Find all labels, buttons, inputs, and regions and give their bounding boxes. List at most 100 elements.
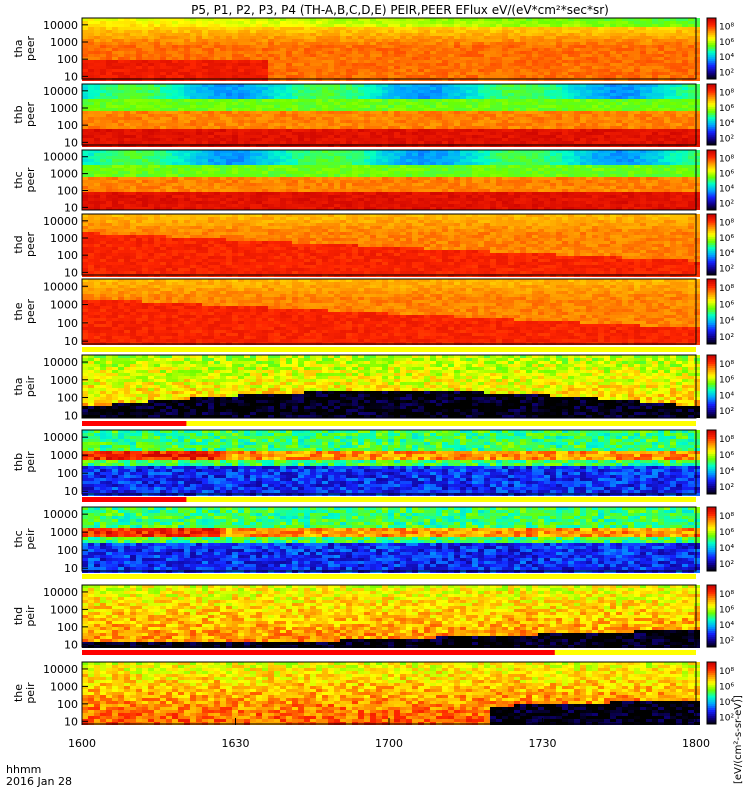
heatmap-cell: [214, 138, 220, 141]
heatmap-cell: [616, 129, 622, 132]
heatmap-cell: [238, 153, 244, 156]
heatmap-cell: [334, 72, 340, 75]
heatmap-cell: [682, 45, 688, 48]
heatmap-cell: [220, 30, 226, 33]
heatmap-cell: [82, 162, 88, 165]
heatmap-cell: [82, 114, 88, 117]
heatmap-cell: [340, 18, 346, 21]
heatmap-cell: [670, 132, 676, 135]
heatmap-cell: [556, 123, 562, 126]
heatmap-cell: [358, 69, 364, 72]
heatmap-cell: [250, 195, 256, 198]
heatmap-cell: [664, 66, 670, 69]
heatmap-cell: [274, 123, 280, 126]
heatmap-cell: [250, 33, 256, 36]
heatmap-cell: [640, 102, 646, 105]
heatmap-cell: [676, 18, 682, 21]
heatmap-cell: [430, 141, 436, 144]
heatmap-cell: [112, 102, 118, 105]
heatmap-cell: [442, 63, 448, 66]
heatmap-cell: [544, 51, 550, 54]
heatmap-cell: [502, 30, 508, 33]
heatmap-cell: [628, 60, 634, 63]
heatmap-cell: [670, 102, 676, 105]
heatmap-cell: [508, 120, 514, 123]
heatmap-cell: [286, 21, 292, 24]
heatmap-cell: [166, 42, 172, 45]
heatmap-cell: [118, 156, 124, 159]
heatmap-cell: [544, 21, 550, 24]
heatmap-cell: [166, 105, 172, 108]
heatmap-cell: [406, 42, 412, 45]
heatmap-cell: [160, 102, 166, 105]
heatmap-cell: [418, 123, 424, 126]
heatmap-cell: [370, 69, 376, 72]
heatmap-cell: [466, 96, 472, 99]
heatmap-cell: [478, 60, 484, 63]
heatmap-cell: [490, 69, 496, 72]
heatmap-cell: [106, 69, 112, 72]
heatmap-cell: [304, 129, 310, 132]
heatmap-cell: [322, 87, 328, 90]
heatmap-cell: [436, 141, 442, 144]
heatmap-cell: [538, 42, 544, 45]
heatmap-cell: [334, 42, 340, 45]
heatmap-cell: [514, 114, 520, 117]
heatmap-cell: [148, 45, 154, 48]
heatmap-cell: [562, 21, 568, 24]
heatmap-cell: [172, 102, 178, 105]
heatmap-cell: [190, 165, 196, 168]
heatmap-cell: [574, 18, 580, 21]
heatmap-cell: [118, 102, 124, 105]
heatmap-cell: [472, 42, 478, 45]
heatmap-cell: [250, 177, 256, 180]
heatmap-cell: [316, 114, 322, 117]
heatmap-cell: [274, 90, 280, 93]
heatmap-cell: [298, 57, 304, 60]
heatmap-cell: [568, 141, 574, 144]
heatmap-cell: [286, 30, 292, 33]
heatmap-cell: [106, 90, 112, 93]
heatmap-cell: [208, 207, 214, 210]
heatmap-cell: [166, 18, 172, 21]
heatmap-cell: [286, 99, 292, 102]
heatmap-cell: [124, 168, 130, 171]
heatmap-cell: [346, 75, 352, 78]
heatmap-cell: [202, 177, 208, 180]
heatmap-cell: [526, 117, 532, 120]
heatmap-cell: [82, 195, 88, 198]
heatmap-cell: [196, 204, 202, 207]
heatmap-cell: [148, 123, 154, 126]
heatmap-cell: [568, 123, 574, 126]
heatmap-cell: [484, 75, 490, 78]
heatmap-cell: [472, 45, 478, 48]
heatmap-cell: [520, 108, 526, 111]
heatmap-cell: [202, 153, 208, 156]
heatmap-cell: [232, 72, 238, 75]
heatmap-cell: [88, 42, 94, 45]
heatmap-cell: [154, 102, 160, 105]
heatmap-cell: [526, 123, 532, 126]
heatmap-cell: [376, 108, 382, 111]
heatmap-cell: [256, 105, 262, 108]
heatmap-cell: [400, 96, 406, 99]
heatmap-cell: [244, 21, 250, 24]
heatmap-cell: [304, 99, 310, 102]
heatmap-cell: [670, 30, 676, 33]
heatmap-cell: [184, 45, 190, 48]
heatmap-cell: [88, 177, 94, 180]
heatmap-cell: [454, 87, 460, 90]
heatmap-cell: [316, 132, 322, 135]
heatmap-cell: [442, 84, 448, 87]
heatmap-cell: [262, 96, 268, 99]
heatmap-cell: [604, 66, 610, 69]
heatmap-cell: [646, 36, 652, 39]
heatmap-cell: [292, 108, 298, 111]
heatmap-cell: [508, 57, 514, 60]
heatmap-cell: [226, 57, 232, 60]
heatmap-cell: [598, 117, 604, 120]
heatmap-cell: [586, 120, 592, 123]
heatmap-cell: [544, 45, 550, 48]
heatmap-cell: [160, 114, 166, 117]
heatmap-cell: [508, 63, 514, 66]
